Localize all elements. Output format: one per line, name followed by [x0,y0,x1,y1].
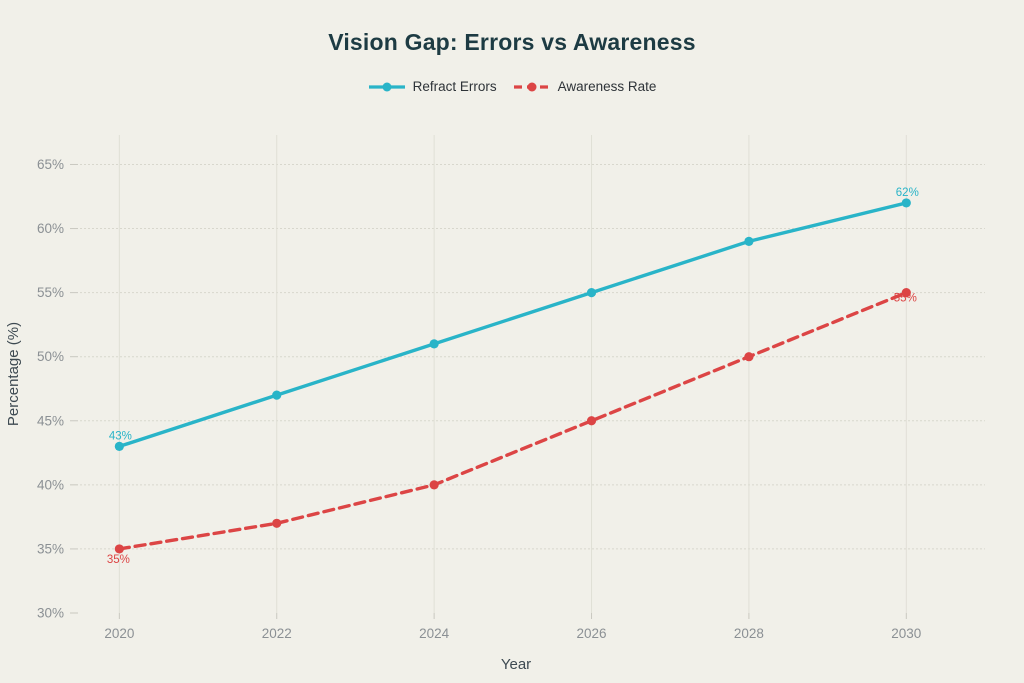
y-tick-label: 40% [37,477,64,492]
data-point-awareness-rate [586,416,597,426]
point-value-label: 35% [107,554,130,566]
chart-title: Vision Gap: Errors vs Awareness [328,29,696,55]
legend-item-refract-errors[interactable]: Refract Errors [368,79,497,94]
data-point-awareness-rate [429,480,439,490]
data-point-refract-errors [901,198,911,208]
data-point-awareness-rate [744,352,754,362]
data-point-refract-errors [272,390,282,400]
x-tick-label: 2020 [104,626,134,641]
x-tick-label: 2022 [262,626,292,641]
legend-item-awareness-rate[interactable]: Awareness Rate [513,79,657,94]
series-line-awareness-rate [117,290,909,551]
x-tick-label: 2028 [734,626,764,641]
x-axis-title: Year [500,656,532,673]
point-value-label: 55% [894,293,917,305]
legend-line-marker-icon [368,82,405,91]
legend-dashed-line-marker-icon [513,82,550,91]
y-tick-label: 30% [37,606,64,621]
data-point-refract-errors [744,236,754,246]
series-line-refract-errors [117,201,909,449]
data-point-refract-errors [586,288,597,298]
data-point-awareness-rate [114,544,124,554]
y-axis-title: Percentage (%) [5,321,22,427]
legend-label: Refract Errors [412,79,497,94]
data-point-refract-errors [114,441,124,452]
y-tick-label: 35% [37,541,64,556]
x-tick-label: 2024 [419,626,450,641]
point-value-label: 43% [109,430,132,442]
data-point-awareness-rate [901,288,911,298]
x-tick-label: 2030 [891,626,921,641]
legend: Refract Errors Awareness Rate [0,79,1024,94]
x-tick-label: 2026 [576,626,606,641]
y-tick-label: 65% [37,157,64,172]
legend-label: Awareness Rate [557,79,657,94]
data-point-refract-errors [429,339,439,349]
y-tick-label: 45% [37,413,64,428]
point-value-label: 62% [896,187,919,199]
y-tick-label: 55% [37,285,64,300]
data-point-awareness-rate [272,518,282,528]
y-tick-label: 60% [37,221,64,236]
y-tick-label: 50% [37,349,64,364]
